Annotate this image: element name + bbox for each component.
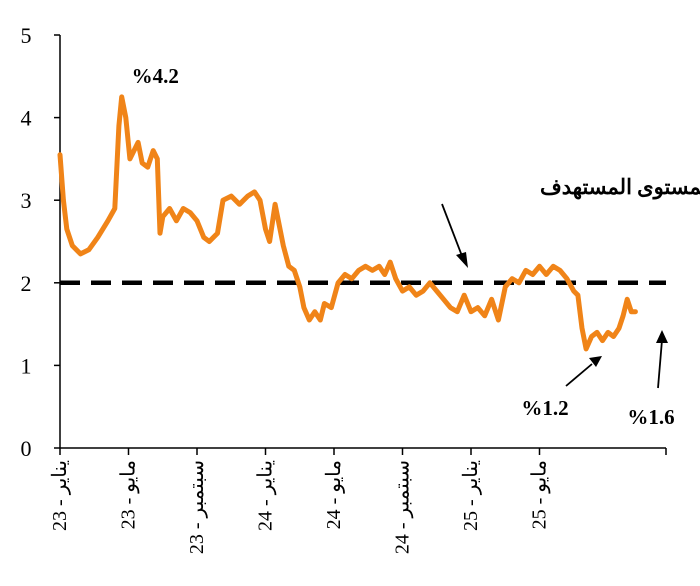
x-axis: يناير - 23 مايو - 23 سبتمبر - 23 يناير - 24… (49, 447, 667, 554)
x-tick-label: يناير - 23 (49, 460, 71, 531)
annotation-layer: %4.2 %1.2 %1.6 (132, 64, 675, 429)
annotation-label: %1.6 (627, 405, 674, 429)
annotation-arrow-line (657, 339, 663, 389)
x-tick-label: سبتمبر - 23 (186, 460, 208, 554)
y-tick-label: 5 (21, 23, 32, 48)
series-layer (57, 94, 638, 352)
y-axis: 0 1 2 3 4 5 (21, 23, 61, 461)
y-tick-label: 0 (21, 436, 32, 461)
y-tick-label: 1 (21, 353, 32, 378)
x-tick-label: مايو - 24 (323, 460, 345, 529)
y-tick-label: 3 (21, 188, 32, 213)
x-tick-label: سبتمبر - 24 (392, 460, 414, 554)
target-arrow-line (441, 203, 463, 257)
x-tick-label: يناير - 25 (460, 460, 482, 531)
series-line (57, 94, 638, 352)
annotation-label: %4.2 (132, 64, 179, 88)
x-tick-label: مايو - 23 (118, 460, 140, 529)
annotation-arrow-head (656, 330, 668, 343)
x-tick-label: يناير - 24 (255, 460, 277, 531)
annotation-arrow-head (589, 356, 602, 367)
annotation-label: %1.2 (521, 396, 568, 420)
target-layer: %2 المستوى المستهدف (60, 175, 700, 286)
y-tick-label: 4 (21, 106, 32, 131)
target-arrow-head (456, 252, 468, 268)
target-label: %2 المستوى المستهدف (540, 175, 700, 200)
annotation-arrow-line (565, 363, 593, 387)
x-tick-label: مايو - 25 (529, 460, 551, 529)
y-tick-label: 2 (21, 271, 32, 296)
